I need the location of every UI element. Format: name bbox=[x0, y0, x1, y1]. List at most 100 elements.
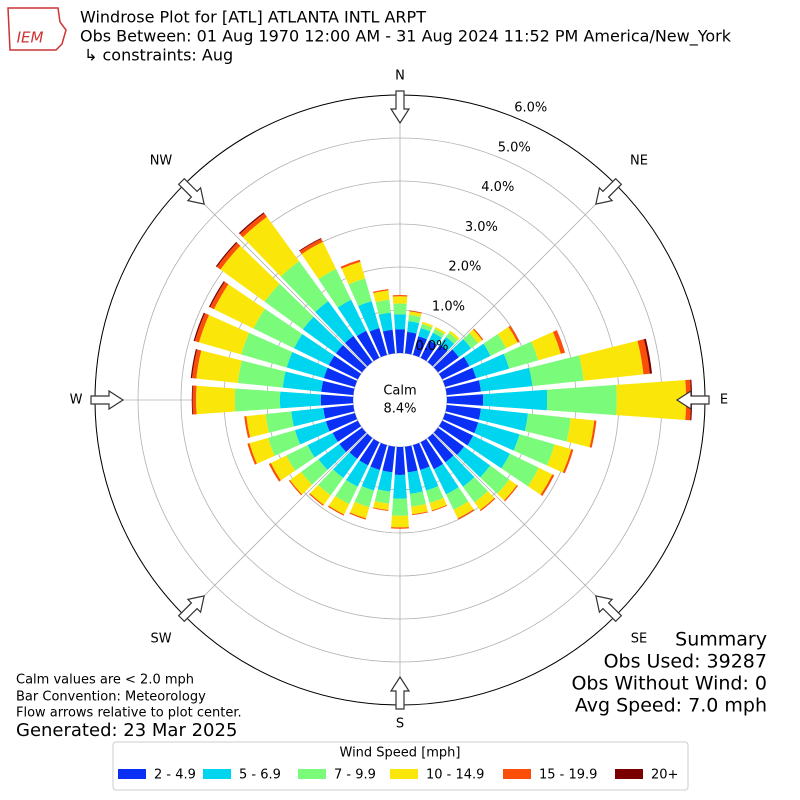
bar-segment bbox=[411, 504, 428, 515]
bar-segment bbox=[361, 466, 380, 491]
bar-segment bbox=[208, 281, 225, 308]
bar-segment bbox=[323, 367, 358, 388]
bar-segment bbox=[192, 385, 197, 415]
bar-segment bbox=[323, 404, 355, 419]
bar-segment bbox=[478, 408, 528, 432]
logo: IEM bbox=[7, 7, 67, 51]
bar-segment bbox=[332, 420, 362, 442]
bar-segment bbox=[333, 452, 358, 479]
bar-segment bbox=[420, 323, 433, 332]
bar-segment bbox=[463, 477, 488, 503]
bar-segment bbox=[438, 420, 474, 446]
bar-segment bbox=[478, 367, 533, 392]
bar-segment bbox=[318, 444, 347, 470]
legend-swatch bbox=[298, 769, 326, 779]
legend-swatch bbox=[203, 769, 231, 779]
compass-label: S bbox=[396, 717, 404, 732]
bar-segment bbox=[294, 421, 330, 445]
chart-title: Windrose Plot for [ATL] ATLANTA INTL ARP… bbox=[80, 8, 426, 27]
bar-segment bbox=[442, 367, 477, 388]
bar-segment bbox=[409, 310, 422, 314]
bar-segment bbox=[438, 356, 470, 380]
bar-segment bbox=[407, 470, 423, 494]
bar-segment bbox=[452, 338, 472, 358]
bar-segment bbox=[196, 350, 242, 383]
logo-outline bbox=[7, 7, 67, 51]
bar-segment bbox=[427, 433, 454, 463]
bar-segment bbox=[391, 498, 409, 516]
bar-segment bbox=[497, 479, 517, 501]
legend-label: 10 - 14.9 bbox=[426, 768, 484, 783]
bar-segment bbox=[420, 340, 438, 362]
bar-segment bbox=[394, 314, 406, 330]
bar-segment bbox=[265, 411, 294, 433]
compass-label: NE bbox=[630, 153, 648, 168]
bar-segment bbox=[244, 416, 251, 438]
bar-segment bbox=[432, 328, 445, 338]
bar-segment bbox=[293, 334, 335, 366]
bar-segment bbox=[337, 299, 367, 337]
bar-segment bbox=[579, 340, 644, 381]
bar-segment bbox=[453, 501, 474, 519]
bar-segment bbox=[301, 241, 337, 280]
bar-segment bbox=[302, 316, 343, 354]
bar-segment bbox=[393, 474, 407, 499]
bar-segment bbox=[448, 330, 460, 341]
legend-swatch bbox=[503, 769, 531, 779]
bar-segment bbox=[446, 394, 484, 406]
bar-segment bbox=[446, 487, 469, 510]
bar-segment bbox=[190, 349, 198, 379]
compass-arrow bbox=[177, 177, 205, 205]
bar-segment bbox=[299, 238, 323, 255]
bar-segment bbox=[301, 459, 328, 485]
bar-segment bbox=[249, 437, 275, 464]
summary: Obs Without Wind: 0 bbox=[571, 673, 767, 695]
bar-segment bbox=[309, 493, 324, 506]
r-tick-label: 4.0% bbox=[481, 180, 514, 195]
bar-segment bbox=[289, 471, 313, 495]
bar-segment bbox=[442, 412, 479, 434]
bar-segment bbox=[483, 334, 507, 356]
bar-segment bbox=[433, 427, 465, 456]
bar-segment bbox=[358, 301, 380, 332]
bar-segment bbox=[370, 442, 388, 470]
bar-segment bbox=[479, 497, 496, 512]
bar-segment bbox=[467, 435, 510, 469]
bar-segment bbox=[472, 353, 510, 379]
bar-segment bbox=[445, 455, 475, 487]
r-tick-label: 1.0% bbox=[432, 299, 465, 314]
bar-segment bbox=[196, 385, 236, 415]
bar-segment bbox=[286, 352, 328, 379]
bar-segment bbox=[412, 336, 427, 358]
bar-segment bbox=[474, 422, 520, 451]
bar-segment bbox=[220, 245, 280, 302]
bar-segment bbox=[643, 338, 653, 374]
calm-label: Calm bbox=[383, 384, 416, 399]
bar-segment bbox=[408, 314, 421, 324]
bar-segment bbox=[391, 527, 409, 529]
summary: Summary bbox=[675, 629, 767, 651]
bar-segment bbox=[194, 313, 209, 343]
bar-segment bbox=[340, 259, 361, 269]
bar-segment bbox=[348, 278, 372, 306]
bar-segment bbox=[395, 329, 405, 354]
legend-swatch bbox=[615, 769, 643, 779]
bar-segment bbox=[288, 479, 303, 496]
bar-segment bbox=[409, 491, 426, 507]
bar-segment bbox=[268, 430, 301, 456]
bar-segment bbox=[241, 332, 293, 368]
bar-segment bbox=[434, 326, 446, 335]
bar-segment bbox=[482, 389, 548, 411]
bar-segment bbox=[191, 385, 194, 415]
bar-segment bbox=[242, 216, 300, 277]
bar-segment bbox=[328, 355, 362, 380]
legend-title: Wind Speed [mph] bbox=[340, 746, 461, 761]
compass-arrow bbox=[389, 675, 411, 710]
legend-box bbox=[112, 741, 689, 791]
bar-segment bbox=[346, 460, 369, 487]
chart-subtitle: Obs Between: 01 Aug 1970 12:00 AM - 31 A… bbox=[80, 27, 732, 47]
bar-segment bbox=[508, 325, 520, 343]
bar-segment bbox=[393, 303, 407, 315]
bar-segment bbox=[445, 332, 458, 344]
